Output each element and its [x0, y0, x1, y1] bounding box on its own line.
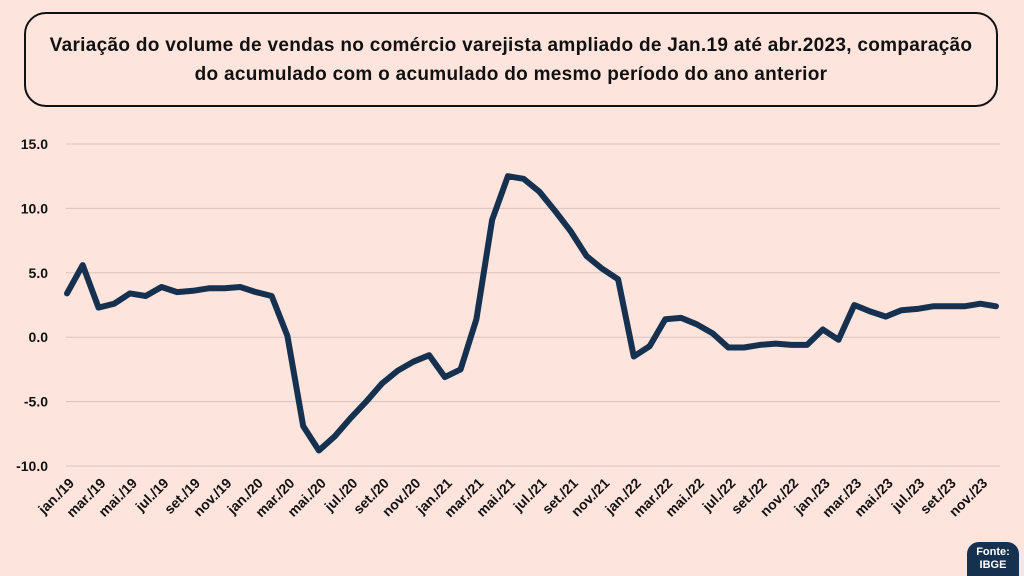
gridlines	[66, 143, 1000, 467]
y-axis-ticks: 15.0 10.0 5.0 0.0 -5.0 -10.0	[16, 136, 48, 474]
series-line	[64, 173, 999, 454]
source-label: Fonte:	[976, 546, 1010, 558]
source-badge: Fonte: IBGE	[967, 542, 1019, 576]
y-tick-label: 15.0	[21, 136, 48, 152]
y-tick-label: -5.0	[24, 394, 48, 410]
x-axis-ticks: jan./19mar./19mai./19jul./19set./19nov./…	[34, 475, 990, 521]
source-name: IBGE	[979, 559, 1007, 571]
y-tick-label: -10.0	[16, 458, 48, 474]
series-lines	[64, 173, 999, 454]
chart-title: Variação do volume de vendas no comércio…	[24, 12, 998, 107]
y-tick-label: 5.0	[29, 265, 49, 281]
y-tick-label: 0.0	[29, 329, 49, 345]
y-tick-label: 10.0	[21, 200, 48, 216]
